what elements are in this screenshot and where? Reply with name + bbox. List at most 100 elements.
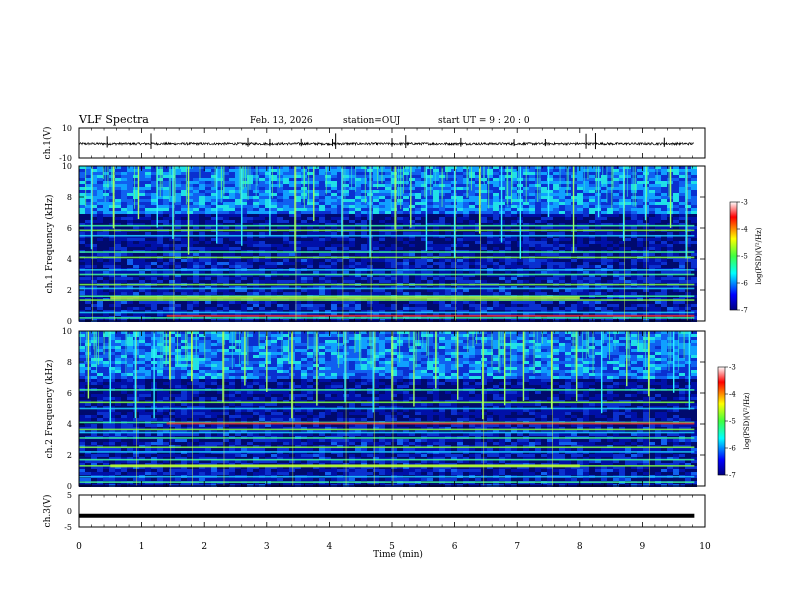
- spectrogram-cell: [79, 247, 85, 250]
- spectrogram-cell: [535, 286, 541, 289]
- spectrogram-cell: [337, 277, 343, 280]
- spectrogram-cell: [661, 211, 667, 214]
- spectrogram-cell: [163, 274, 169, 277]
- spectrogram-cell: [481, 265, 487, 268]
- spectrogram-cell: [559, 214, 565, 217]
- spectrogram-cell: [169, 238, 175, 241]
- spectrogram-cell: [607, 226, 613, 229]
- spectrogram-cell: [409, 262, 415, 265]
- spectrogram-cell: [313, 223, 319, 226]
- spectrogram-cell: [625, 253, 631, 256]
- spectrogram-cell: [493, 217, 499, 220]
- spectrogram-cell: [115, 238, 121, 241]
- spectrogram-cell: [481, 289, 487, 292]
- spectrogram-cell: [133, 199, 139, 202]
- spectrogram-cell: [151, 271, 157, 274]
- spectrogram-cell: [187, 199, 193, 202]
- spectrogram-cell: [595, 241, 601, 244]
- spectrogram-cell: [91, 184, 97, 187]
- spectrogram-cell: [607, 211, 613, 214]
- spectrogram-cell: [193, 187, 199, 190]
- spectrogram-cell: [295, 175, 301, 178]
- spectrogram-cell: [553, 211, 559, 214]
- spectrogram-cell: [223, 304, 229, 307]
- spectrogram-cell: [463, 277, 469, 280]
- spectrogram-cell: [625, 232, 631, 235]
- spectrogram-cell: [595, 238, 601, 241]
- spectrogram-cell: [109, 277, 115, 280]
- spectrogram-cell: [373, 304, 379, 307]
- spectrogram-cell: [559, 247, 565, 250]
- spectrogram-cell: [289, 190, 295, 193]
- spectrogram-cell: [337, 217, 343, 220]
- spectrogram-cell: [319, 241, 325, 244]
- spectrogram-cell: [79, 208, 85, 211]
- spectrogram-cell: [103, 292, 109, 295]
- spectrogram-cell: [469, 307, 475, 310]
- spectrogram-cell: [295, 169, 301, 172]
- spectrogram-cell: [589, 259, 595, 262]
- spectrogram-cell: [445, 301, 451, 304]
- spectrogram-cell: [313, 289, 319, 292]
- spectrogram-cell: [529, 226, 535, 229]
- spectrogram-cell: [283, 274, 289, 277]
- spectrogram-cell: [691, 292, 697, 295]
- spectrogram-cell: [259, 178, 265, 181]
- spectrogram-cell: [235, 220, 241, 223]
- spectrogram-cell: [325, 271, 331, 274]
- spectrogram-cell: [223, 190, 229, 193]
- spectrogram-cell: [385, 304, 391, 307]
- spectrogram-cell: [337, 289, 343, 292]
- spectrogram-cell: [631, 274, 637, 277]
- spectrogram-cell: [169, 304, 175, 307]
- spectrogram-cell: [331, 226, 337, 229]
- spectrogram-cell: [169, 208, 175, 211]
- spectrogram-cell: [103, 274, 109, 277]
- spectrogram-cell: [577, 220, 583, 223]
- spectrogram-cell: [313, 280, 319, 283]
- spectrogram-cell: [403, 199, 409, 202]
- spectrogram-cell: [463, 238, 469, 241]
- spectrogram-cell: [607, 292, 613, 295]
- spectrogram-cell: [463, 214, 469, 217]
- spectrogram-cell: [271, 271, 277, 274]
- spectrogram-cell: [457, 190, 463, 193]
- spectrogram-cell: [139, 241, 145, 244]
- spectrogram-cell: [559, 286, 565, 289]
- spectrogram-cell: [205, 217, 211, 220]
- spectrogram-cell: [361, 178, 367, 181]
- spectrogram-cell: [607, 196, 613, 199]
- spectrogram-cell: [133, 166, 139, 169]
- spectrogram-cell: [547, 226, 553, 229]
- spectrogram-cell: [319, 238, 325, 241]
- spectrogram-cell: [295, 193, 301, 196]
- spectrogram-cell: [379, 238, 385, 241]
- spectrogram-cell: [211, 241, 217, 244]
- spectrogram-cell: [619, 289, 625, 292]
- spectrogram-cell: [133, 271, 139, 274]
- spectrogram-cell: [175, 202, 181, 205]
- spectrogram-cell: [283, 289, 289, 292]
- spectrogram-cell: [283, 172, 289, 175]
- spectrogram-cell: [607, 166, 613, 169]
- spectrogram-cell: [445, 265, 451, 268]
- spectrogram-cell: [589, 304, 595, 307]
- spectrogram-cell: [115, 286, 121, 289]
- spectrogram-cell: [391, 166, 397, 169]
- spectrogram-cell: [655, 277, 661, 280]
- spectrogram-cell: [211, 304, 217, 307]
- spectrogram-cell: [631, 190, 637, 193]
- spectrogram-cell: [361, 199, 367, 202]
- spectrogram-cell: [415, 208, 421, 211]
- spectrogram-cell: [121, 190, 127, 193]
- spectrogram-cell: [247, 208, 253, 211]
- spectrogram-cell: [373, 277, 379, 280]
- spectrogram-cell: [565, 190, 571, 193]
- spectrogram-cell: [127, 274, 133, 277]
- spectrogram-cell: [169, 217, 175, 220]
- spectrogram-cell: [451, 289, 457, 292]
- spectrogram-cell: [391, 223, 397, 226]
- spectrogram-cell: [403, 259, 409, 262]
- spectrogram-cell: [499, 289, 505, 292]
